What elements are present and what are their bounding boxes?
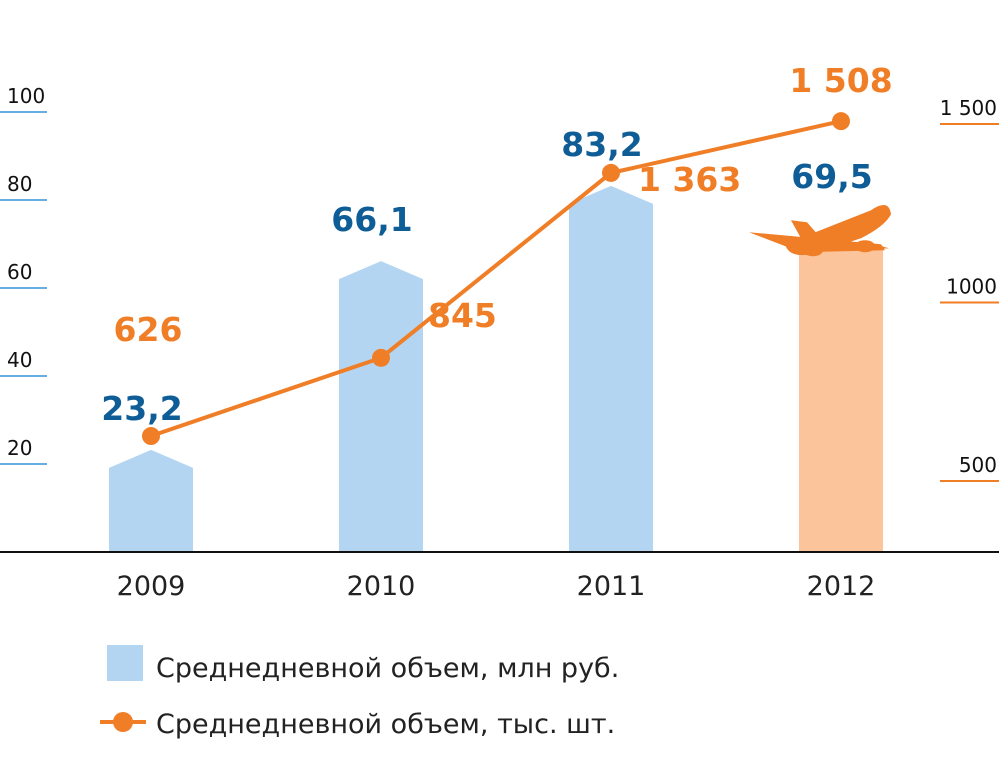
left-axis-tick-label: 20 <box>7 436 32 460</box>
bar-value-labels: 23,2 66,1 83,2 69,5 <box>101 125 872 428</box>
left-axis-tick-label: 100 <box>7 84 45 108</box>
airplane-icon <box>749 205 891 257</box>
line-value-label: 845 <box>428 296 497 335</box>
line-marker <box>602 163 620 182</box>
line-value-label: 1 508 <box>789 61 892 100</box>
x-axis-label: 2010 <box>347 571 416 602</box>
right-axis-tick-label: 500 <box>959 453 997 477</box>
right-axis-tick-label: 1 500 <box>940 96 997 120</box>
bar-value-label: 83,2 <box>561 125 642 164</box>
line-marker <box>142 427 160 446</box>
line-marker <box>372 348 390 367</box>
bar-value-label: 23,2 <box>101 389 182 428</box>
bar-value-label: 69,5 <box>791 157 872 196</box>
bar <box>569 185 653 553</box>
x-axis-label: 2012 <box>807 571 876 602</box>
line-value-label: 1 363 <box>638 160 741 199</box>
bar <box>799 246 883 552</box>
bar-value-label: 66,1 <box>331 200 412 239</box>
left-axis-tick-label: 80 <box>7 172 32 196</box>
bar <box>339 261 423 552</box>
x-axis-labels: 2009 2010 2011 2012 <box>117 571 876 602</box>
line-series <box>142 112 850 446</box>
right-axis: 500 1000 1 500 <box>940 96 999 482</box>
legend-bar-swatch <box>107 645 143 681</box>
left-axis: 20 40 60 80 100 <box>0 84 47 465</box>
left-axis-tick-label: 40 <box>7 348 32 372</box>
legend-label-line: Среднедневной объем, тыс. шт. <box>156 709 615 740</box>
x-axis-label: 2011 <box>577 571 646 602</box>
legend: Среднедневной объем, млн руб. Среднеднев… <box>100 645 619 740</box>
legend-label-bar: Среднедневной объем, млн руб. <box>156 653 619 684</box>
line-marker <box>832 112 850 131</box>
bar <box>109 449 193 552</box>
line-value-labels: 626 845 1 363 1 508 <box>114 61 893 349</box>
left-axis-tick-label: 60 <box>7 260 32 284</box>
line-path <box>150 119 842 438</box>
right-axis-tick-label: 1000 <box>946 275 997 299</box>
bar-series <box>109 185 883 553</box>
line-value-label: 626 <box>114 310 183 349</box>
legend-line-marker <box>113 712 133 732</box>
x-axis-label: 2009 <box>117 571 186 602</box>
